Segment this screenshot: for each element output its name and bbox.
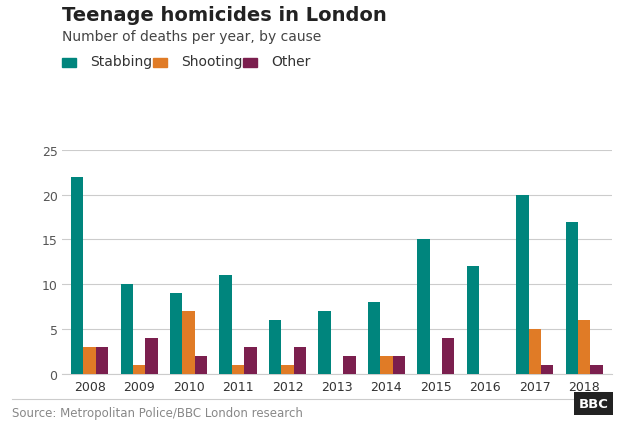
Bar	[566, 222, 578, 374]
Bar	[380, 356, 392, 374]
Bar	[244, 347, 256, 374]
Bar	[195, 356, 207, 374]
Bar	[368, 303, 380, 374]
Bar	[392, 356, 405, 374]
Bar	[529, 329, 541, 374]
Text: Teenage homicides in London: Teenage homicides in London	[62, 6, 387, 25]
Bar	[590, 365, 603, 374]
Text: Source: Metropolitan Police/BBC London research: Source: Metropolitan Police/BBC London r…	[12, 406, 303, 419]
Bar	[170, 294, 182, 374]
Bar	[182, 311, 195, 374]
Bar	[84, 347, 96, 374]
Bar	[516, 195, 529, 374]
Bar	[120, 285, 133, 374]
Bar	[133, 365, 145, 374]
Bar	[294, 347, 306, 374]
Text: Number of deaths per year, by cause: Number of deaths per year, by cause	[62, 30, 321, 44]
Bar	[232, 365, 244, 374]
Bar	[220, 276, 232, 374]
Bar	[541, 365, 553, 374]
Bar	[467, 267, 479, 374]
Bar	[578, 320, 590, 374]
Bar	[145, 338, 158, 374]
Bar	[343, 356, 356, 374]
Bar	[318, 311, 331, 374]
Bar	[96, 347, 108, 374]
Bar	[417, 240, 430, 374]
Bar	[281, 365, 294, 374]
Bar	[71, 177, 84, 374]
Text: Stabbing: Stabbing	[90, 55, 153, 69]
Bar	[269, 320, 281, 374]
Text: Other: Other	[271, 55, 311, 69]
Bar	[442, 338, 454, 374]
Text: Shooting: Shooting	[181, 55, 243, 69]
Text: BBC: BBC	[578, 397, 608, 410]
